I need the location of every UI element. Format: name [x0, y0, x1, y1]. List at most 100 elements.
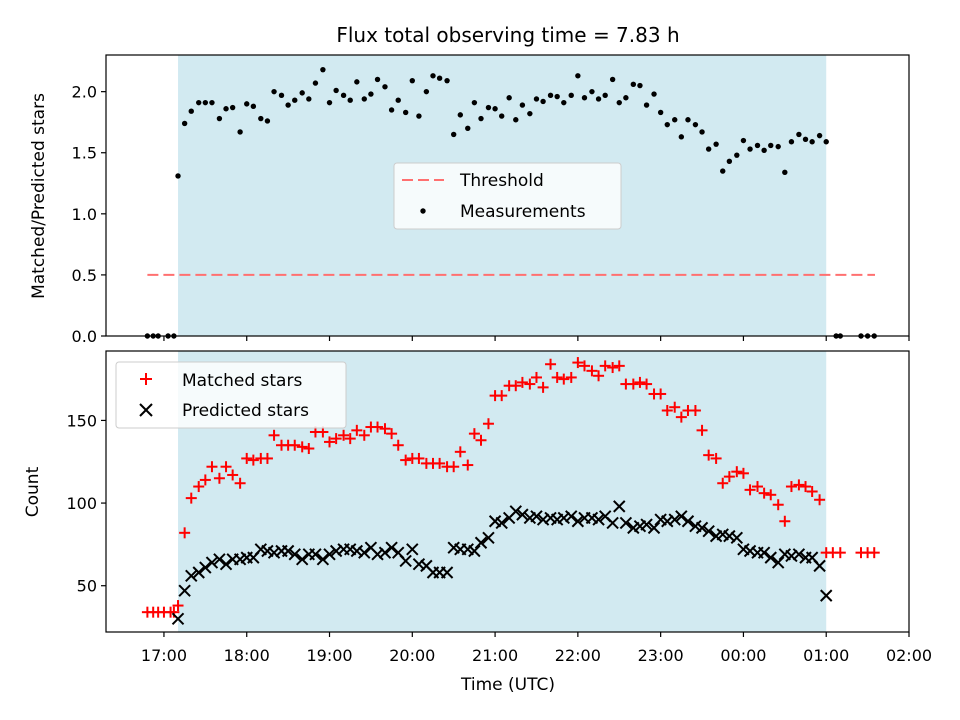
- matched-star-point: [206, 461, 218, 473]
- measurement-point: [499, 113, 505, 119]
- predicted-star-point: [695, 521, 709, 535]
- matched-star-point: [261, 452, 273, 464]
- measurement-point: [188, 108, 194, 114]
- predicted-star-point: [213, 553, 226, 566]
- measurement-point: [347, 97, 353, 103]
- measurement-point: [788, 139, 795, 145]
- matched-star-point: [220, 461, 232, 473]
- matched-star-point: [558, 373, 570, 385]
- measurement-point: [271, 88, 277, 95]
- measurement-point: [326, 99, 333, 106]
- x-tick-label: 00:00: [720, 646, 766, 665]
- matched-star-point: [268, 429, 280, 441]
- matched-star-point: [213, 472, 225, 484]
- matched-star-point: [434, 457, 446, 469]
- predicted-star-point: [606, 516, 619, 530]
- measurement-point: [216, 115, 223, 122]
- measurement-point: [196, 99, 202, 106]
- predicted-star-point: [675, 510, 688, 523]
- predicted-star-point: [681, 515, 695, 528]
- matched-star-point: [641, 378, 653, 390]
- top-y-tick-label: 1.0: [72, 205, 97, 224]
- predicted-star-point: [288, 548, 301, 561]
- bottom-x-ticks: 17:00 18:00 19:00 20:00 21:00 22:00 23:00 00:00…: [141, 632, 932, 665]
- measurement-point: [575, 73, 581, 79]
- measurement-point: [823, 139, 829, 145]
- measurement-point: [616, 99, 622, 106]
- matched-star-point: [723, 471, 735, 483]
- bottom-y-tick-label: 100: [66, 494, 97, 513]
- x-tick-label: 02:00: [886, 646, 932, 665]
- measurement-point: [250, 103, 257, 110]
- matched-star-point: [510, 380, 522, 392]
- predicted-star-point: [358, 546, 371, 559]
- top-panel: 0.00.51.01.52.0 Matched/Predicted stars …: [29, 54, 910, 346]
- measurement-point: [685, 117, 691, 123]
- matched-star-point: [227, 469, 239, 481]
- measurement-point: [333, 87, 339, 94]
- measurement-point: [747, 146, 753, 152]
- bottom-y-axis-label: Count: [23, 466, 43, 517]
- matched-star-point: [296, 441, 308, 453]
- measurement-point: [581, 95, 588, 101]
- x-axis-label: Time (UTC): [460, 675, 555, 695]
- measurement-point: [306, 96, 312, 102]
- matched-star-point: [454, 446, 466, 458]
- predicted-star-point: [316, 553, 330, 566]
- predicted-star-point: [350, 544, 364, 558]
- matched-star-point: [482, 418, 494, 430]
- matched-legend-label: Matched stars: [182, 371, 302, 391]
- predicted-star-point: [571, 515, 585, 528]
- matched-star-point: [344, 433, 356, 445]
- top-x-ticks: [163, 336, 910, 341]
- matched-star-point: [516, 376, 528, 388]
- predicted-star-point: [536, 513, 550, 526]
- matched-star-point: [806, 486, 818, 497]
- matched-star-point: [634, 376, 646, 388]
- measurement-point: [651, 91, 657, 97]
- measurement-point: [554, 93, 560, 100]
- predicted-star-point: [723, 529, 736, 543]
- measurement-point: [264, 118, 271, 124]
- predicted-star-point: [309, 548, 322, 561]
- x-tick-label: 21:00: [472, 646, 518, 665]
- predicted-star-point: [613, 500, 626, 513]
- matched-star-point: [737, 467, 749, 479]
- predicted-star-point: [516, 508, 529, 521]
- measurement-point: [492, 106, 498, 112]
- matched-star-point: [717, 477, 729, 489]
- matched-star-point: [779, 515, 791, 527]
- predicted-star-point: [323, 548, 336, 561]
- matched-star-point: [765, 489, 777, 501]
- threshold-legend-label: Threshold: [459, 171, 544, 191]
- measurement-point: [292, 97, 298, 103]
- measurement-point: [734, 152, 740, 158]
- matched-star-point: [834, 547, 846, 559]
- measurement-point: [209, 99, 215, 106]
- predicted-star-point: [378, 546, 392, 559]
- predicted-star-point: [702, 524, 715, 538]
- matched-star-point: [800, 481, 812, 493]
- matched-star-point: [731, 466, 743, 478]
- matched-star-point: [586, 365, 598, 377]
- matched-star-point: [524, 378, 536, 390]
- matched-star-point: [475, 434, 487, 446]
- top-y-ticks: 0.0 0.5 1.0 1.5 2.0: [72, 83, 106, 346]
- predicted-star-point: [640, 518, 653, 531]
- matched-star-point: [744, 484, 756, 496]
- predicted-legend-swatch: [139, 403, 153, 417]
- matched-star-point: [185, 492, 197, 504]
- matched-star-point: [179, 527, 191, 539]
- measurement-point: [388, 107, 395, 113]
- predicted-star-point: [171, 612, 185, 625]
- matched-star-point: [193, 481, 205, 493]
- matched-star-point: [351, 424, 363, 436]
- predicted-star-point: [371, 548, 384, 561]
- measurement-point: [561, 99, 567, 106]
- measurement-point: [643, 102, 650, 108]
- predicted-star-point: [205, 556, 219, 569]
- matched-star-point: [545, 358, 557, 370]
- measurement-point: [547, 92, 554, 99]
- measurement-point: [444, 77, 450, 84]
